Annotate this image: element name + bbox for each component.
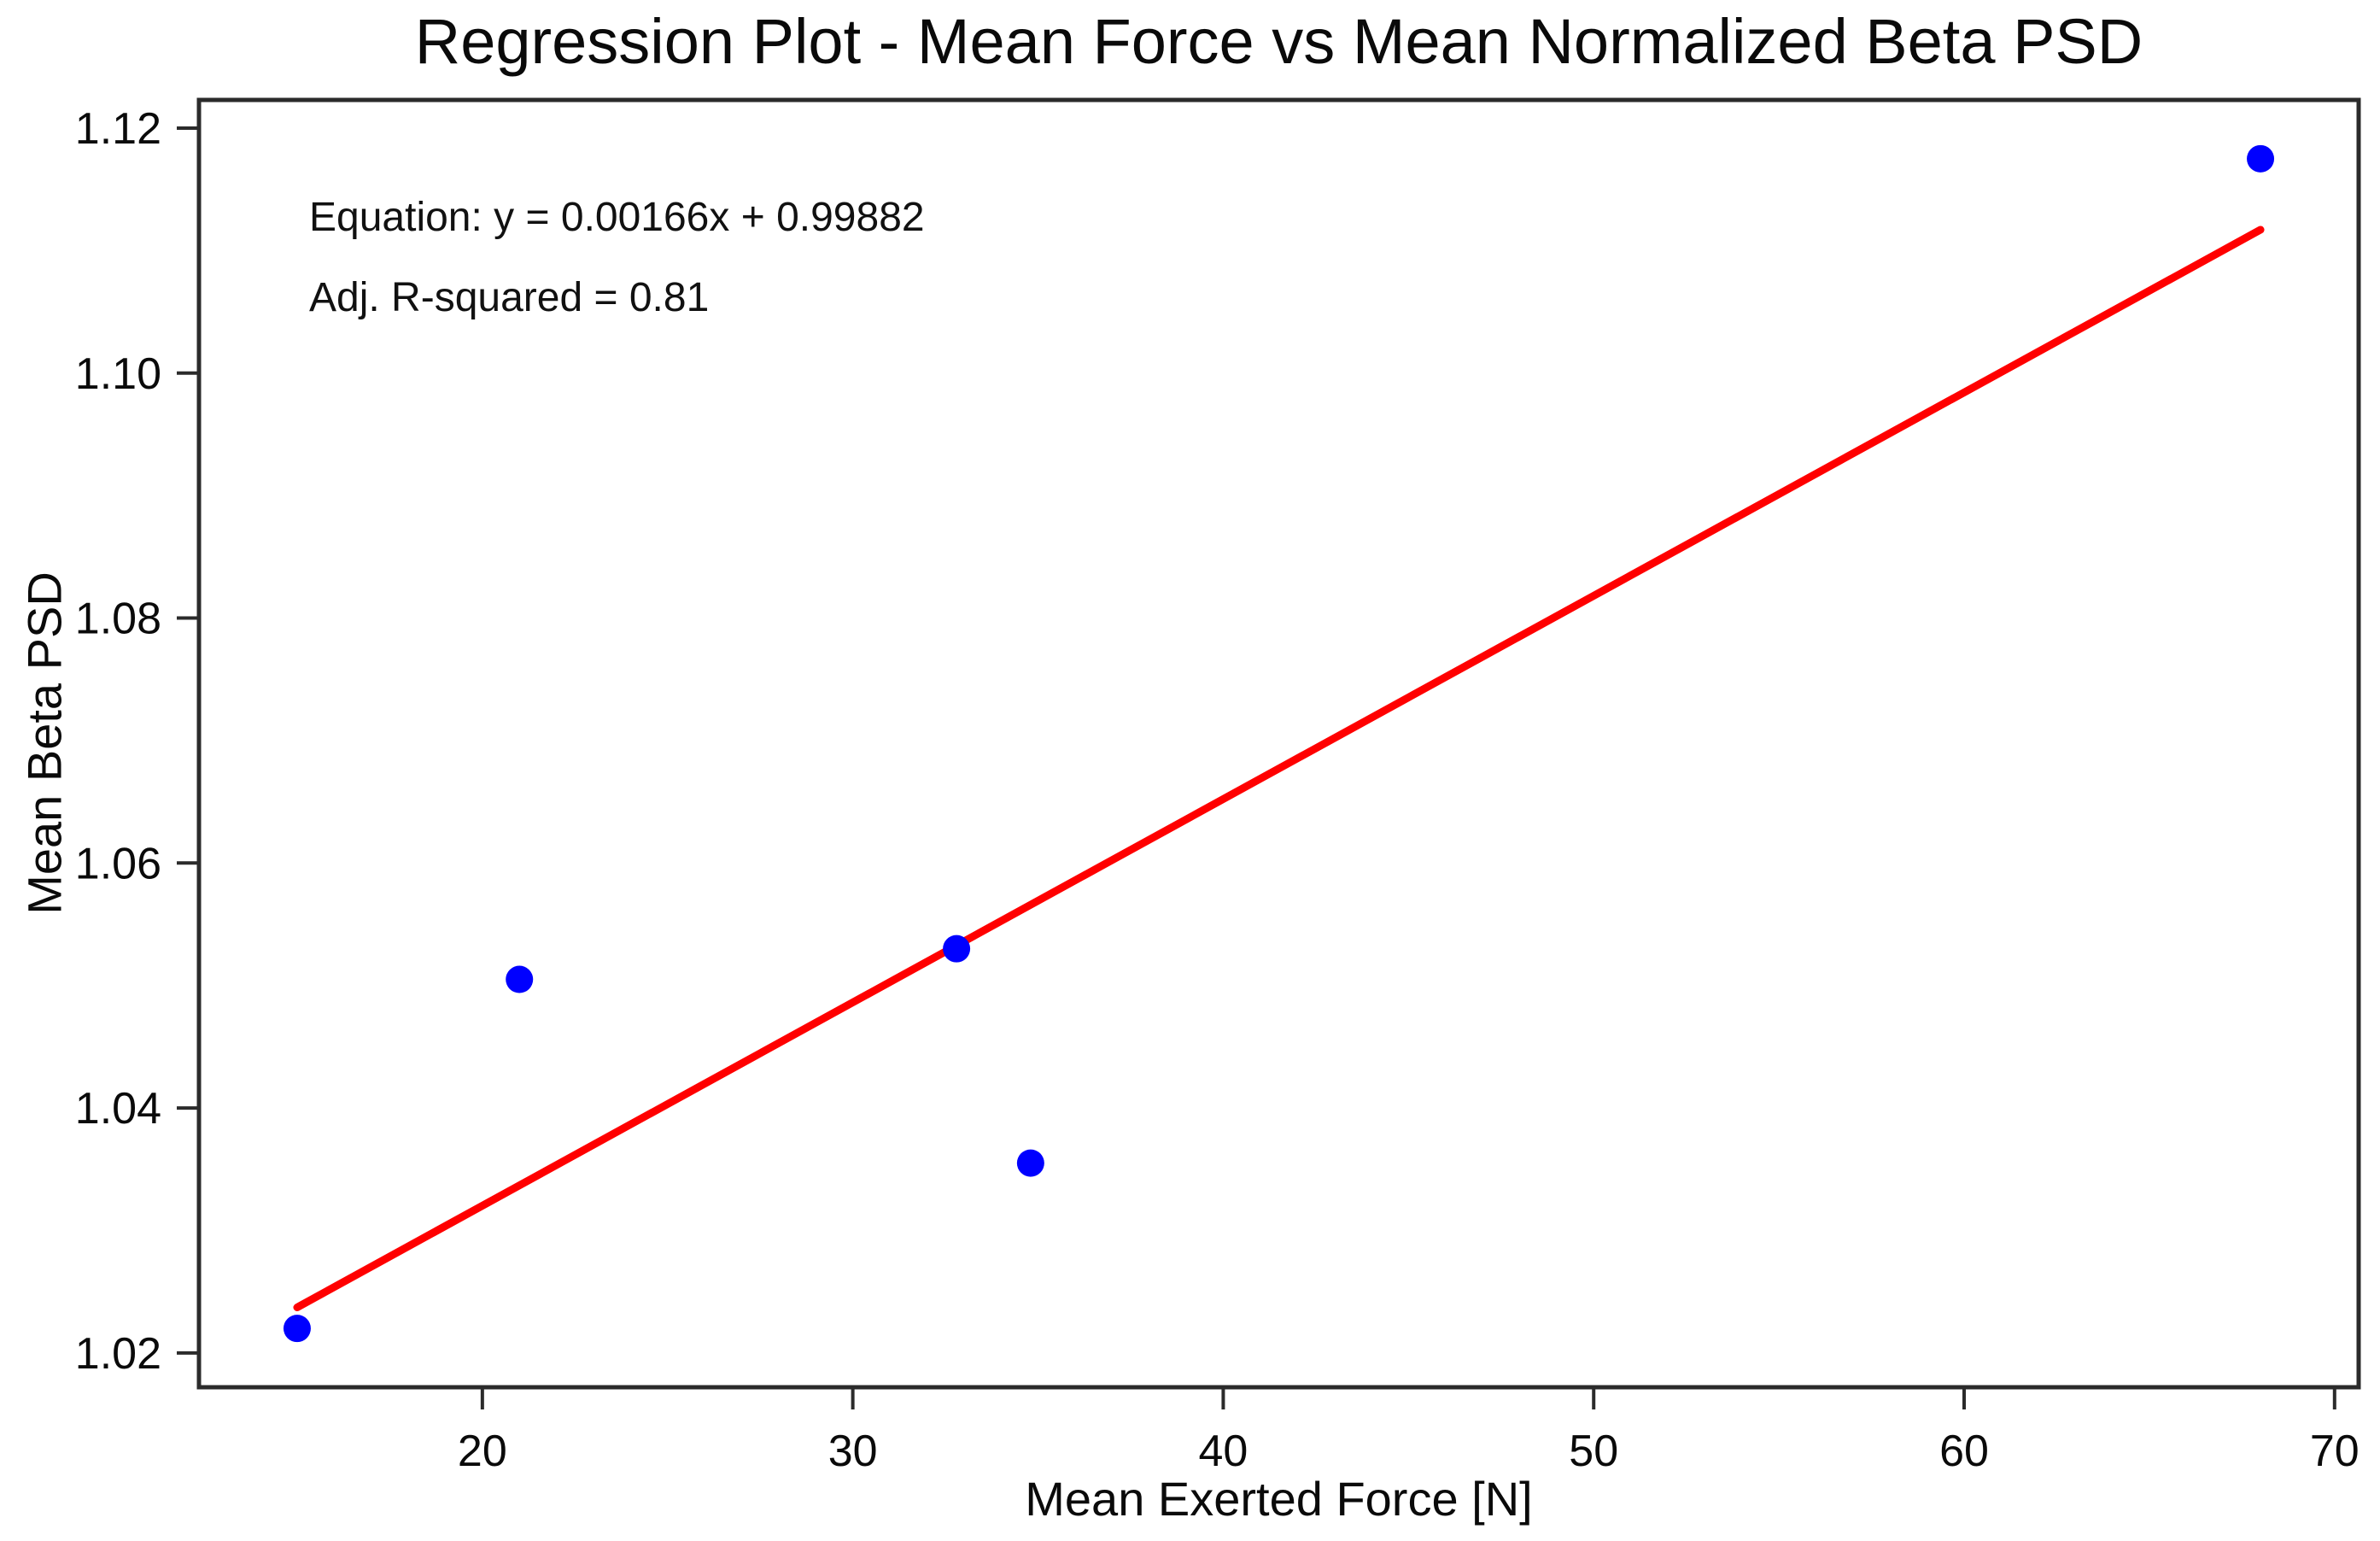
data-point (506, 965, 534, 993)
adj-r-squared-text: Adj. R-squared = 0.81 (309, 275, 710, 320)
x-tick-label: 30 (828, 1427, 878, 1476)
y-tick-label: 1.12 (75, 104, 161, 154)
plot-frame (196, 97, 2361, 1390)
data-point (1016, 1149, 1044, 1177)
data-point (283, 1315, 311, 1343)
x-tick-label: 40 (1199, 1427, 1248, 1476)
x-tick-label: 70 (2310, 1427, 2360, 1476)
stats-annotation: Equation: y = 0.00166x + 0.99882 Adj. R-… (309, 178, 925, 338)
data-point (943, 935, 971, 963)
y-tick-label: 1.06 (75, 839, 161, 888)
x-tick-label: 60 (1939, 1427, 1989, 1476)
equation-text: Equation: y = 0.00166x + 0.99882 (309, 195, 925, 240)
y-tick-label: 1.04 (75, 1084, 161, 1134)
y-tick-label: 1.10 (75, 349, 161, 399)
x-tick-label: 50 (1569, 1427, 1618, 1476)
y-tick-label: 1.02 (75, 1329, 161, 1379)
y-tick-label: 1.08 (75, 595, 161, 644)
regression-line (293, 226, 2265, 1312)
x-tick-label: 20 (458, 1427, 507, 1476)
x-axis-label: Mean Exerted Force [N] (1025, 1472, 1533, 1526)
data-point (2247, 144, 2275, 173)
chart-title: Regression Plot - Mean Force vs Mean Nor… (414, 6, 2143, 77)
y-axis-label: Mean Beta PSD (17, 571, 72, 915)
